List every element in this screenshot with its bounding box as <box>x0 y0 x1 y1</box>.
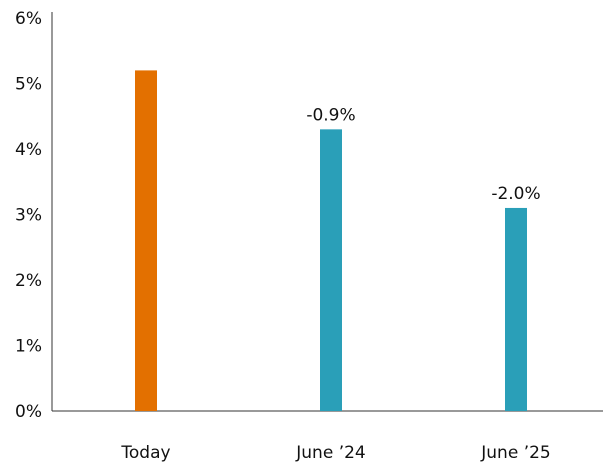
y-tick-label: 3% <box>15 206 42 226</box>
y-axis-ticks: 0% 1% 2% 3% 4% 5% 6% <box>15 9 42 422</box>
data-label: -0.9% <box>306 105 355 125</box>
y-tick-label: 0% <box>15 402 42 422</box>
data-labels: -0.9% -2.0% <box>306 105 540 204</box>
bar-1 <box>320 129 342 411</box>
x-axis-ticks: Today June ’24 June ’25 <box>120 443 550 463</box>
y-tick-label: 6% <box>15 9 42 29</box>
bar-2 <box>505 207 527 411</box>
x-tick-label: Today <box>120 443 170 463</box>
y-tick-label: 5% <box>15 75 42 95</box>
y-tick-label: 2% <box>15 271 42 291</box>
x-tick-label: June ’24 <box>295 443 365 463</box>
y-tick-label: 1% <box>15 337 42 357</box>
x-tick-label: June ’25 <box>480 443 550 463</box>
data-label: -2.0% <box>491 184 540 204</box>
bar-series <box>135 70 527 412</box>
bar-0 <box>135 70 157 412</box>
y-tick-label: 4% <box>15 140 42 160</box>
